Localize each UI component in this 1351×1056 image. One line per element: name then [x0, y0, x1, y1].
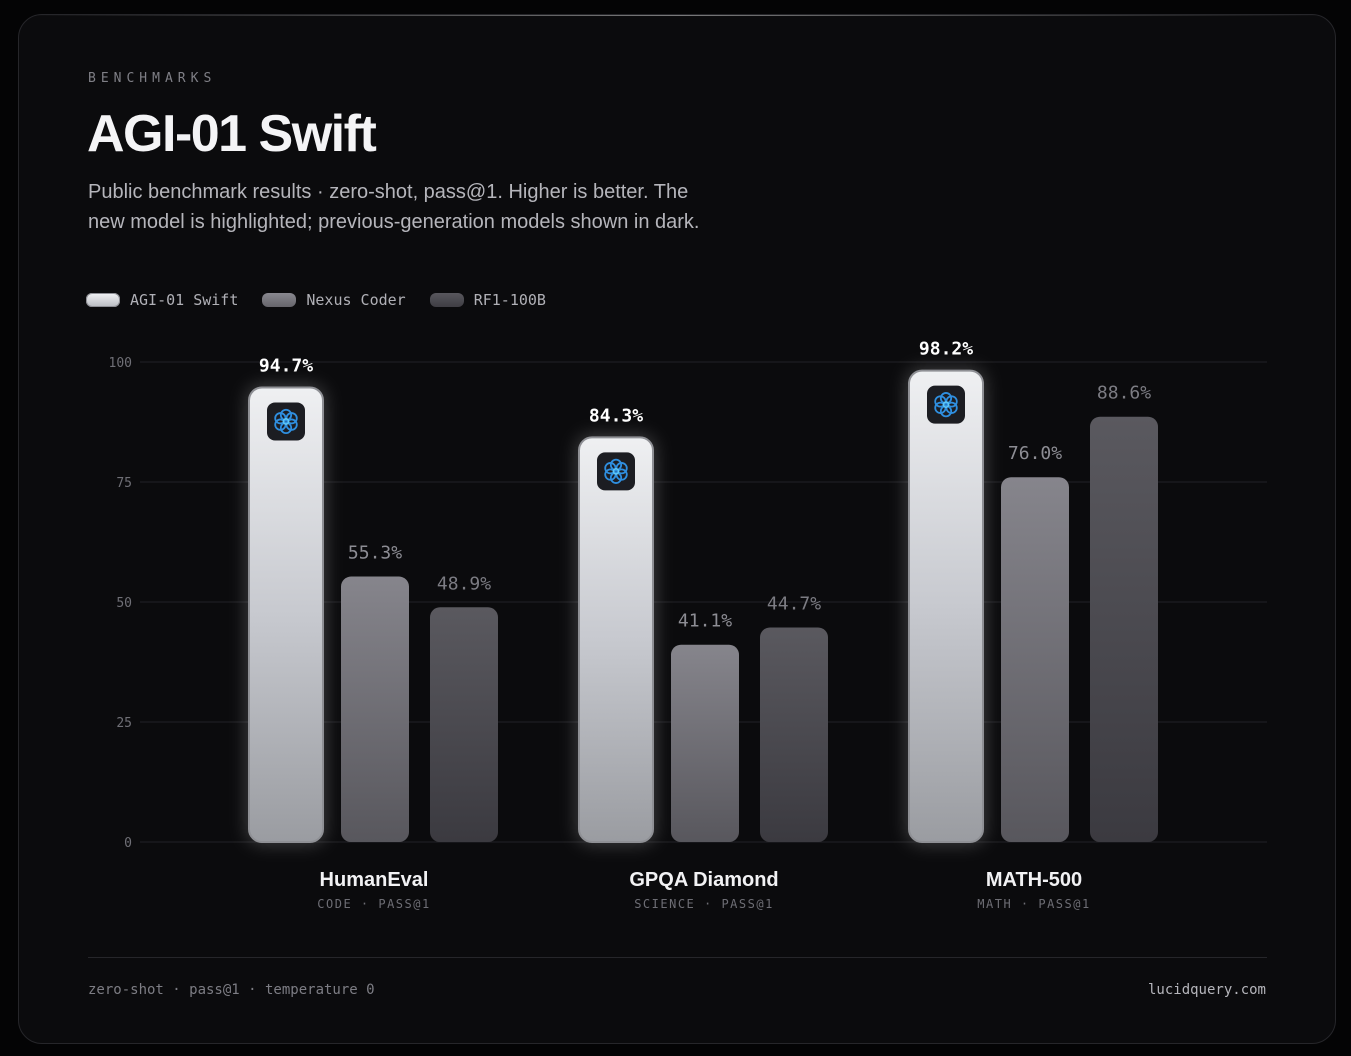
- icon-badge-bg: [927, 385, 965, 424]
- legend-item-nexus-coder: Nexus Coder: [262, 291, 406, 309]
- y-tick-label: 100: [109, 356, 132, 371]
- icon-badge-bg: [597, 452, 635, 491]
- eyebrow-label: BENCHMARKS: [88, 71, 217, 86]
- category-sublabel: CODE · PASS@1: [317, 897, 430, 911]
- bar-agi-01-swift: [908, 369, 984, 843]
- bar-rf1-100b: [430, 607, 498, 842]
- legend-swatch-nexus-coder: [262, 293, 297, 307]
- legend-item-rf1-100b: RF1-100B: [429, 291, 546, 309]
- legend-item-agi-01-swift: AGI-01 Swift: [86, 291, 238, 309]
- bar-nexus-coder: [671, 644, 739, 842]
- y-tick-label: 75: [116, 476, 132, 491]
- hexagon-flower-icon: [927, 385, 965, 424]
- hexagon-flower-icon: [267, 402, 305, 441]
- bar-value-label: 94.7%: [259, 355, 313, 376]
- hexagon-flower-icon: [597, 452, 635, 491]
- category-label: MATH-500: [986, 869, 1082, 891]
- legend-label: AGI-01 Swift: [130, 291, 239, 309]
- category-label: HumanEval: [320, 869, 429, 891]
- category-label: GPQA Diamond: [629, 869, 778, 891]
- footer-note: zero-shot · pass@1 · temperature 0: [88, 982, 375, 998]
- legend-label: RF1-100B: [473, 291, 546, 309]
- page-title: AGI-01 Swift: [87, 105, 377, 163]
- legend-swatch-agi-01-swift: [86, 293, 120, 307]
- y-tick-label: 50: [116, 596, 132, 611]
- y-tick-label: 0: [124, 836, 132, 851]
- card-top-highlight: [19, 15, 1335, 16]
- bar-value-label: 76.0%: [1008, 443, 1062, 464]
- category-sublabel: MATH · PASS@1: [977, 897, 1090, 911]
- bar-nexus-coder: [341, 576, 409, 842]
- y-tick-label: 25: [116, 716, 132, 731]
- bar-agi-01-swift: [248, 386, 324, 843]
- bar-nexus-coder: [1001, 477, 1069, 842]
- icon-badge-bg: [267, 402, 305, 441]
- icon-core: [942, 401, 950, 409]
- bar-value-label: 84.3%: [589, 405, 643, 426]
- bar-rf1-100b: [760, 627, 828, 842]
- icon-core: [612, 467, 620, 475]
- label-layer: 94.7% 55.3% 48.9% HumanEval CODE · PASS@1 84.…: [259, 339, 1151, 911]
- bar-value-label: 41.1%: [678, 611, 732, 632]
- bar-value-label: 88.6%: [1097, 383, 1151, 404]
- icon-core: [282, 418, 290, 425]
- footer-site-link[interactable]: lucidquery.com: [1147, 982, 1266, 998]
- category-sublabel: SCIENCE · PASS@1: [634, 897, 774, 911]
- chart-legend: AGI-01 Swift Nexus Coder RF1-100B: [86, 291, 570, 309]
- bar-value-label: 48.9%: [437, 573, 491, 594]
- bar-agi-01-swift: [578, 436, 654, 843]
- benchmark-card: BENCHMARKS AGI-01 Swift Public benchmark…: [18, 14, 1336, 1044]
- legend-swatch-rf1-100b: [429, 293, 464, 307]
- bar-chart: 0 25 50 75 100 94.7% 55.3% 48.9% HumanEval CODE …: [109, 339, 1267, 911]
- bar-value-label: 55.3%: [348, 543, 402, 564]
- bar-rf1-100b: [1090, 416, 1158, 842]
- legend-label: Nexus Coder: [306, 291, 406, 309]
- page-subtitle: Public benchmark results · zero-shot, pa…: [88, 181, 700, 233]
- bar-value-label: 44.7%: [767, 593, 821, 614]
- footer-divider: [88, 957, 1267, 958]
- bar-layer: [247, 368, 1158, 844]
- bar-value-label: 98.2%: [919, 339, 973, 360]
